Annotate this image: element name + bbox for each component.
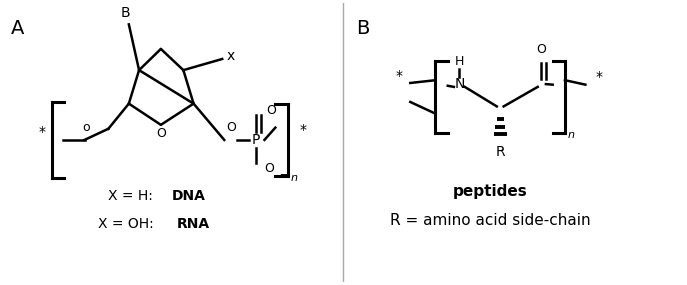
Text: peptides: peptides	[453, 184, 528, 199]
Text: X = OH:: X = OH:	[98, 217, 158, 231]
Text: O: O	[226, 121, 236, 134]
Text: x: x	[227, 49, 235, 63]
Text: H: H	[455, 56, 464, 68]
Text: *: *	[38, 125, 45, 139]
Text: *: *	[396, 69, 403, 83]
Text: *: *	[300, 123, 307, 137]
Text: X = H:: X = H:	[109, 189, 157, 203]
Text: n: n	[291, 173, 297, 183]
Text: o: o	[82, 121, 90, 134]
Text: n: n	[567, 131, 575, 141]
Text: *: *	[596, 70, 602, 84]
Text: R: R	[495, 145, 505, 160]
Text: A: A	[11, 19, 24, 38]
Text: DNA: DNA	[172, 189, 205, 203]
Text: _: _	[280, 162, 286, 176]
Text: B: B	[356, 19, 369, 38]
Text: N: N	[454, 77, 464, 91]
Text: O: O	[264, 162, 274, 176]
Text: B: B	[121, 7, 131, 21]
Text: R = amino acid side-chain: R = amino acid side-chain	[390, 213, 590, 228]
Text: O: O	[536, 43, 546, 56]
Text: O: O	[156, 127, 166, 140]
Text: P: P	[252, 133, 260, 147]
Text: RNA: RNA	[177, 217, 210, 231]
Text: O: O	[266, 104, 275, 117]
